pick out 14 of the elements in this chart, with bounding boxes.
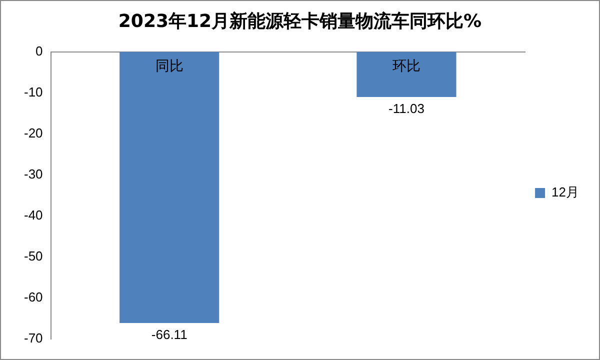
y-tick-label: -10 — [24, 84, 43, 100]
y-tick-label: -50 — [24, 248, 43, 264]
x-tick-label: 环比 — [392, 58, 420, 74]
y-tick-label: -30 — [24, 166, 43, 182]
data-label: -66.11 — [151, 327, 188, 342]
y-tick-label: -20 — [24, 125, 43, 140]
y-tick-label: -60 — [24, 290, 43, 305]
data-label: -11.03 — [388, 101, 424, 116]
legend-label: 12月 — [552, 184, 580, 200]
y-tick-label: -40 — [24, 207, 43, 222]
chart-title: 2023年12月新能源轻卡销量物流车同环比% — [117, 10, 483, 33]
x-tick-label: 同比 — [155, 58, 184, 74]
y-tick-label: 0 — [36, 43, 43, 58]
y-tick-label: -70 — [24, 330, 43, 346]
